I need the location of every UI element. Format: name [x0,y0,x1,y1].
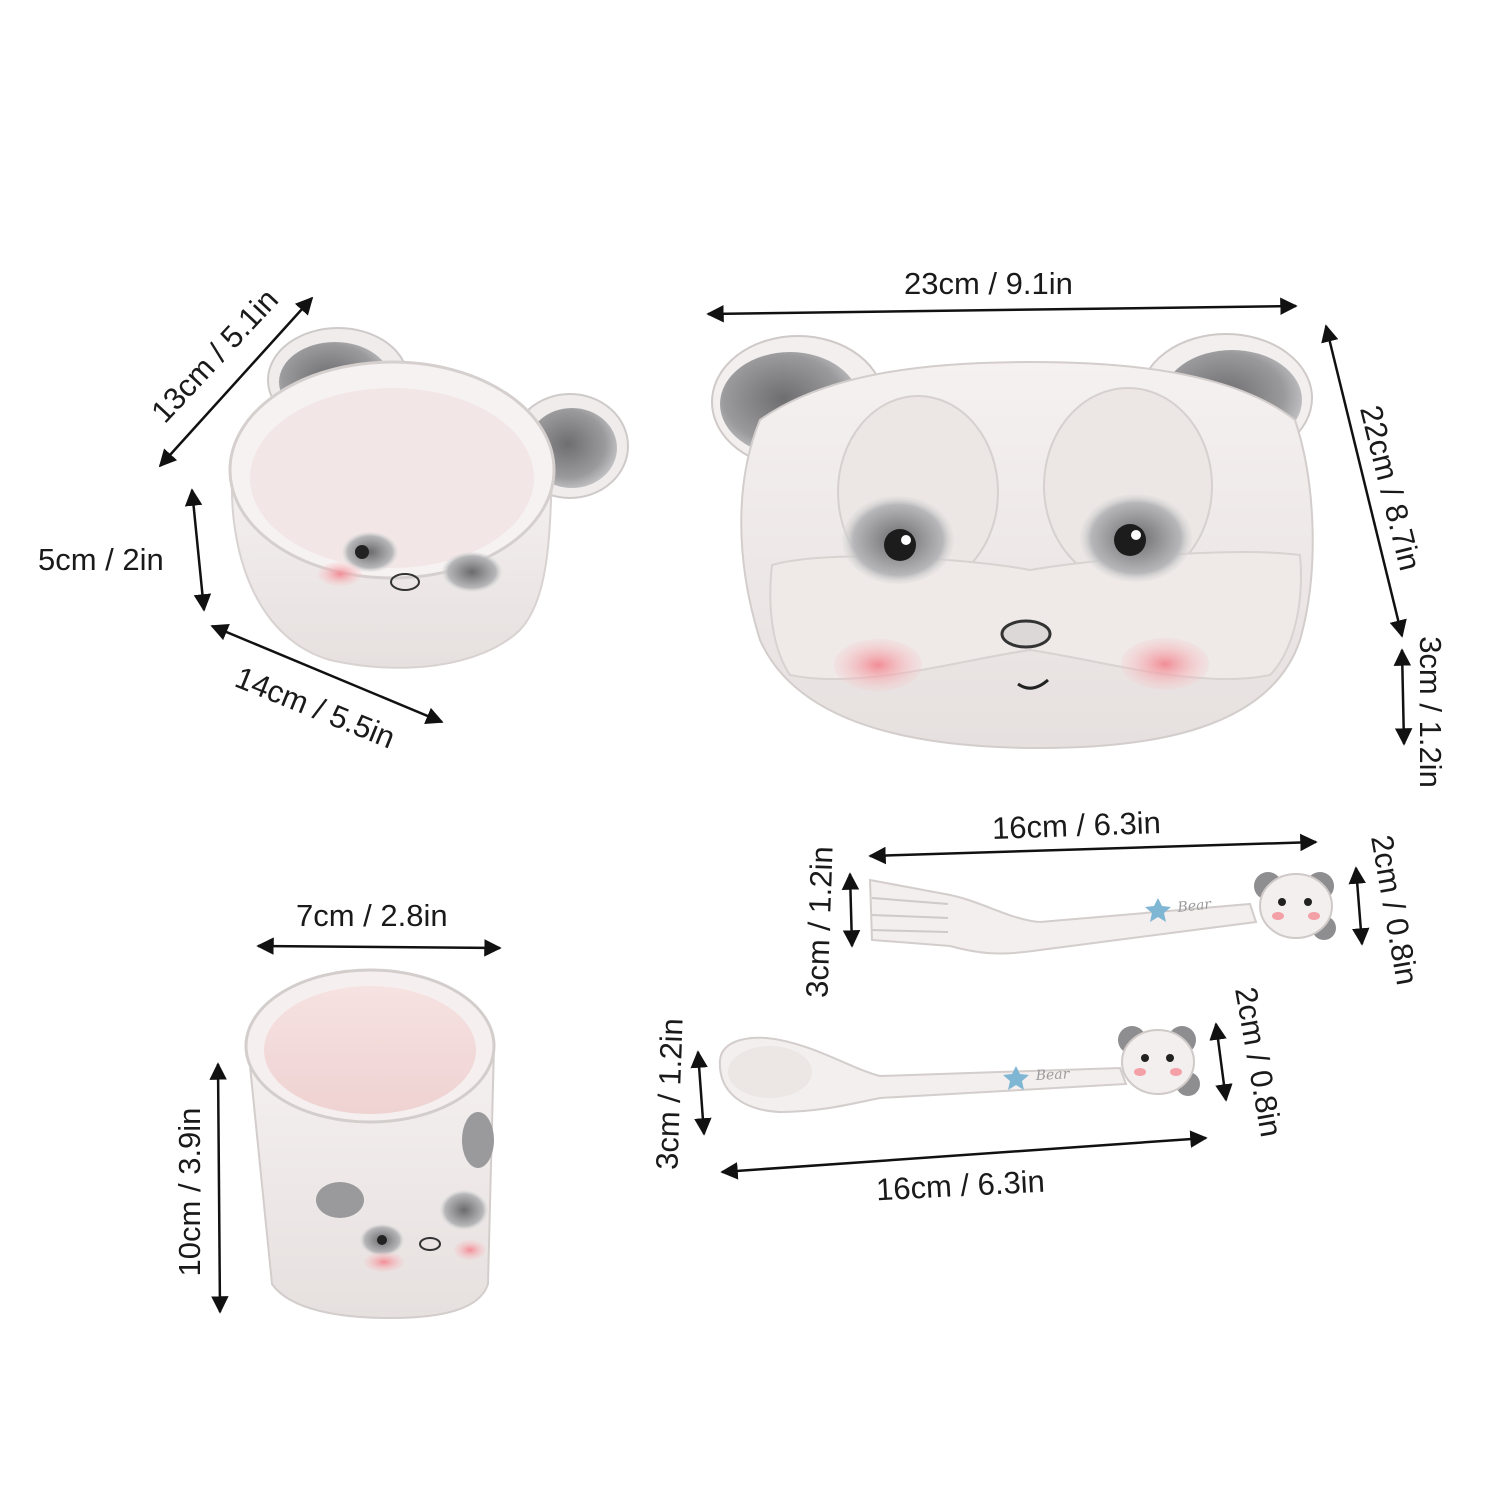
cup-inner [264,986,476,1114]
fork-panda-handle [1254,872,1336,940]
bowl-diagonal-arrow [158,296,314,468]
fork-head-arrow [841,872,861,948]
plate-panda-face [834,494,1209,691]
plate-height-arrow [1393,648,1413,746]
bowl-height-label: 5cm / 2in [38,542,164,577]
cup [244,968,496,1320]
plate-depth-arrow [1321,324,1407,638]
blue-star-icon [1003,1066,1029,1090]
fork-engraving: Bear [1176,896,1213,916]
cup-width-arrow [256,937,502,957]
spoon-body [718,1036,1128,1114]
spoon-head-arrow [690,1050,712,1136]
cup-height-label: 10cm / 3.9in [172,1107,207,1277]
fork-handle-arrow [1348,866,1370,946]
bowl-panda-face [318,532,502,592]
fork-head-label: 3cm / 1.2in [799,845,840,999]
bowl [228,327,629,669]
fork-length-arrow [868,833,1318,865]
plate-width-label: 23cm / 9.1in [904,266,1073,301]
bowl-inner [250,388,534,568]
plate [711,333,1314,750]
cup-width-label: 7cm / 2.8in [296,898,448,933]
spoon-length-arrow [720,1130,1208,1180]
plate-height-label: 3cm / 1.2in [1413,636,1448,788]
spoon [718,1026,1200,1114]
plate-width-arrow [706,297,1298,323]
fork [868,872,1336,955]
cup-panda-face [316,1112,494,1272]
spoon-panda-handle [1118,1026,1200,1096]
fork-length-label: 16cm / 6.3in [991,805,1162,846]
spoon-engraving: Bear [1034,1066,1071,1084]
bowl-width-arrow [210,623,444,725]
fork-body [868,878,1258,955]
spoon-head-label: 3cm / 1.2in [649,1017,690,1171]
cup-height-arrow [209,1062,229,1314]
spoon-handle-arrow [1209,1022,1233,1102]
blue-star-icon [1145,898,1171,922]
bowl-height-arrow [184,488,212,612]
